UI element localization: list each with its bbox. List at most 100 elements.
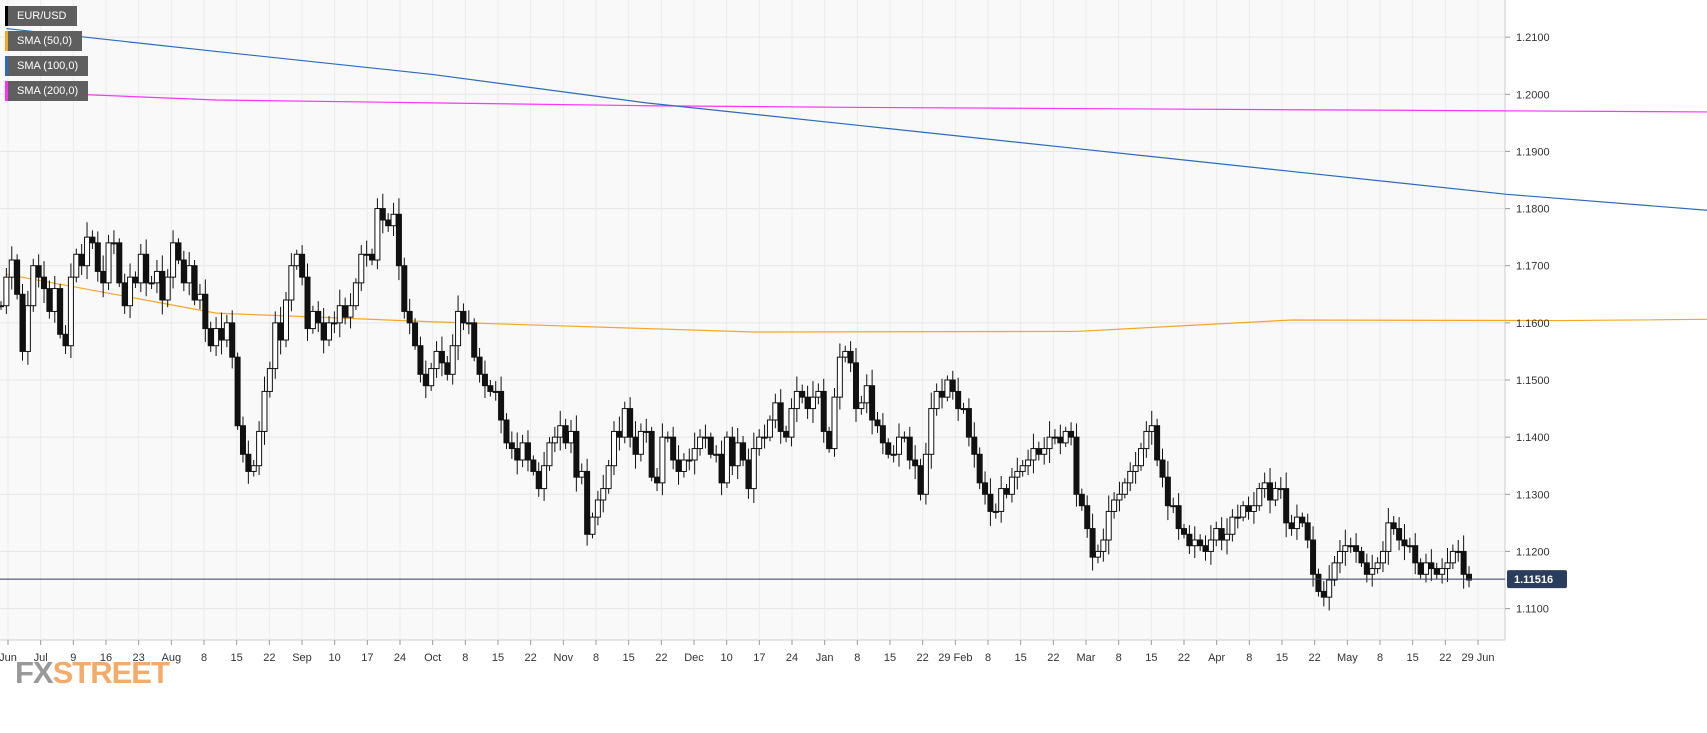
candle-body bbox=[449, 345, 456, 375]
candle-body bbox=[1385, 522, 1392, 552]
candle-body bbox=[1148, 425, 1155, 432]
candle-body bbox=[315, 310, 322, 324]
candle-body bbox=[1272, 488, 1279, 501]
candle-body bbox=[772, 402, 779, 421]
candle-body bbox=[299, 253, 306, 278]
candle-body bbox=[643, 430, 650, 433]
candle-body bbox=[245, 453, 252, 472]
x-tick-label: 8 bbox=[1377, 652, 1383, 664]
legend-item-sma50[interactable]: SMA (50,0) bbox=[5, 31, 83, 51]
candle-body bbox=[347, 305, 354, 318]
candle-body bbox=[917, 465, 924, 495]
candle-body bbox=[460, 310, 467, 324]
x-tick-label: 8 bbox=[201, 652, 207, 664]
x-tick-label: Jan bbox=[816, 652, 834, 664]
candle-body bbox=[718, 453, 725, 484]
candle-body bbox=[30, 265, 37, 307]
candle-body bbox=[153, 270, 160, 284]
candle-body bbox=[756, 436, 763, 450]
x-axis-ticks: Jun Jul 9 16 23 Aug 8 15 22 Sep 10 17 24 Oct 8 15 22 Nov 8… bbox=[0, 640, 1495, 664]
candle-body bbox=[557, 425, 564, 438]
candle-body bbox=[863, 385, 870, 404]
candle-body bbox=[1084, 505, 1091, 530]
candle-body bbox=[1159, 459, 1166, 478]
x-tick-label: 15 bbox=[1015, 652, 1027, 664]
candle-body bbox=[1008, 476, 1015, 495]
candle-body bbox=[616, 430, 623, 438]
candle-body bbox=[326, 322, 333, 341]
candle-body bbox=[627, 408, 634, 438]
candle-body bbox=[745, 459, 752, 490]
candle-body bbox=[24, 305, 31, 352]
candle-body bbox=[740, 442, 747, 461]
candle-body bbox=[14, 259, 21, 295]
x-tick-label: 17 bbox=[753, 652, 765, 664]
candle-body bbox=[256, 430, 263, 467]
candle-body bbox=[852, 362, 859, 410]
candle-body bbox=[1261, 482, 1268, 490]
candle-body bbox=[1336, 550, 1343, 564]
candle-body bbox=[1439, 568, 1446, 575]
logo-part-fx: FX bbox=[15, 655, 54, 690]
x-tick-label: 24 bbox=[394, 652, 406, 664]
candle-body bbox=[1466, 573, 1472, 581]
candle-body bbox=[1363, 562, 1370, 575]
x-tick-label: 8 bbox=[462, 652, 468, 664]
candle-body bbox=[196, 293, 203, 301]
candle-body bbox=[707, 436, 714, 455]
legend-item-sma100[interactable]: SMA (100,0) bbox=[5, 56, 89, 76]
candle-body bbox=[1213, 528, 1220, 541]
candle-body bbox=[766, 419, 773, 438]
candle-body bbox=[100, 270, 107, 284]
candle-body bbox=[541, 465, 548, 490]
candle-body bbox=[105, 242, 112, 284]
candle-body bbox=[1390, 522, 1397, 530]
candle-body bbox=[1164, 476, 1171, 507]
candle-body bbox=[218, 328, 225, 341]
candle-body bbox=[498, 390, 505, 421]
candle-body bbox=[336, 305, 343, 324]
candle-body bbox=[1170, 505, 1177, 508]
candle-body bbox=[207, 328, 214, 347]
candle-body bbox=[567, 430, 574, 444]
candle-body bbox=[116, 242, 123, 284]
candle-body bbox=[939, 390, 946, 398]
candle-body bbox=[186, 265, 193, 284]
candle-body bbox=[1181, 528, 1188, 535]
candle-body bbox=[41, 276, 48, 290]
candle-body bbox=[1100, 539, 1107, 552]
x-tick-label: 24 bbox=[786, 652, 798, 664]
candle-body bbox=[1062, 430, 1069, 444]
x-tick-label: 22 bbox=[1439, 652, 1451, 664]
candle-body bbox=[363, 253, 370, 256]
y-tick-label: 1.1500 bbox=[1516, 375, 1550, 387]
grid-y bbox=[0, 36, 1505, 610]
current-price-label: 1.11516 bbox=[1514, 574, 1553, 586]
candle-body bbox=[1342, 545, 1349, 552]
candle-body bbox=[697, 436, 704, 450]
legend-item-eurusd[interactable]: EUR/USD bbox=[5, 6, 77, 26]
legend-item-sma200[interactable]: SMA (200,0) bbox=[5, 81, 89, 101]
candle-body bbox=[84, 236, 91, 267]
sma-50-line bbox=[6, 273, 1707, 333]
candle-body bbox=[1191, 539, 1198, 547]
candle-body bbox=[584, 470, 591, 535]
x-tick-label: Oct bbox=[424, 652, 441, 664]
y-tick-label: 1.1300 bbox=[1516, 489, 1550, 501]
candle-body bbox=[600, 488, 607, 501]
candle-body bbox=[422, 373, 429, 387]
candle-body bbox=[417, 345, 424, 375]
candle-body bbox=[1046, 436, 1053, 450]
candle-body bbox=[239, 425, 246, 455]
candle-body bbox=[761, 436, 768, 439]
candle-body bbox=[261, 390, 268, 432]
x-tick-label: 8 bbox=[985, 652, 991, 664]
candle-body bbox=[1094, 550, 1101, 558]
x-tick-label: 22 bbox=[1309, 652, 1321, 664]
x-tick-label: 22 bbox=[655, 652, 667, 664]
candle-body bbox=[143, 253, 150, 284]
candle-body bbox=[1240, 505, 1247, 518]
candle-body bbox=[664, 436, 671, 439]
candle-body bbox=[1003, 488, 1010, 495]
